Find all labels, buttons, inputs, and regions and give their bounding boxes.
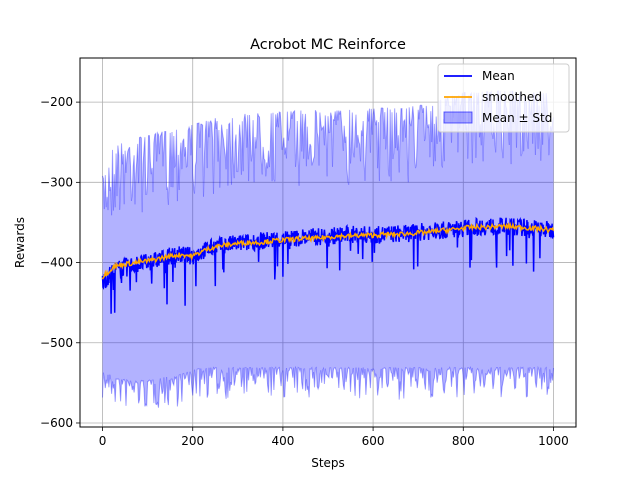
x-tick-label: 1000	[538, 434, 569, 448]
x-tick-label: 0	[99, 434, 107, 448]
legend-label: Mean ± Std	[482, 111, 552, 125]
y-axis-title: Rewards	[13, 217, 27, 268]
plot-area-frame	[79, 57, 577, 428]
legend: Mean smoothed Mean ± Std	[437, 63, 570, 133]
mean-series-line	[101, 216, 555, 314]
y-tick-label: −400	[40, 256, 73, 270]
series-lines-layer	[101, 216, 555, 314]
y-tick-label: −200	[40, 95, 73, 109]
y-tick-label: −500	[40, 336, 73, 350]
x-axis-title: Steps	[311, 456, 345, 470]
smoothed-series-line	[101, 221, 555, 280]
y-tick-label: −300	[40, 175, 73, 189]
x-tick-label: 400	[271, 434, 294, 448]
x-tick-label: 800	[452, 434, 475, 448]
y-tick-label: −600	[40, 416, 73, 430]
x-tick-label: 200	[181, 434, 204, 448]
legend-label: smoothed	[482, 90, 542, 104]
x-tick-label: 600	[362, 434, 385, 448]
legend-box	[437, 63, 570, 133]
legend-swatch-band	[443, 111, 473, 124]
std-band-lower-edge	[102, 365, 554, 408]
axis-ticks: 0 200 400 600 800 1000 −600 −500 −400 −300 −200	[40, 95, 569, 448]
chart-title: Acrobot MC Reinforce	[250, 37, 406, 53]
legend-label: Mean	[482, 69, 515, 83]
